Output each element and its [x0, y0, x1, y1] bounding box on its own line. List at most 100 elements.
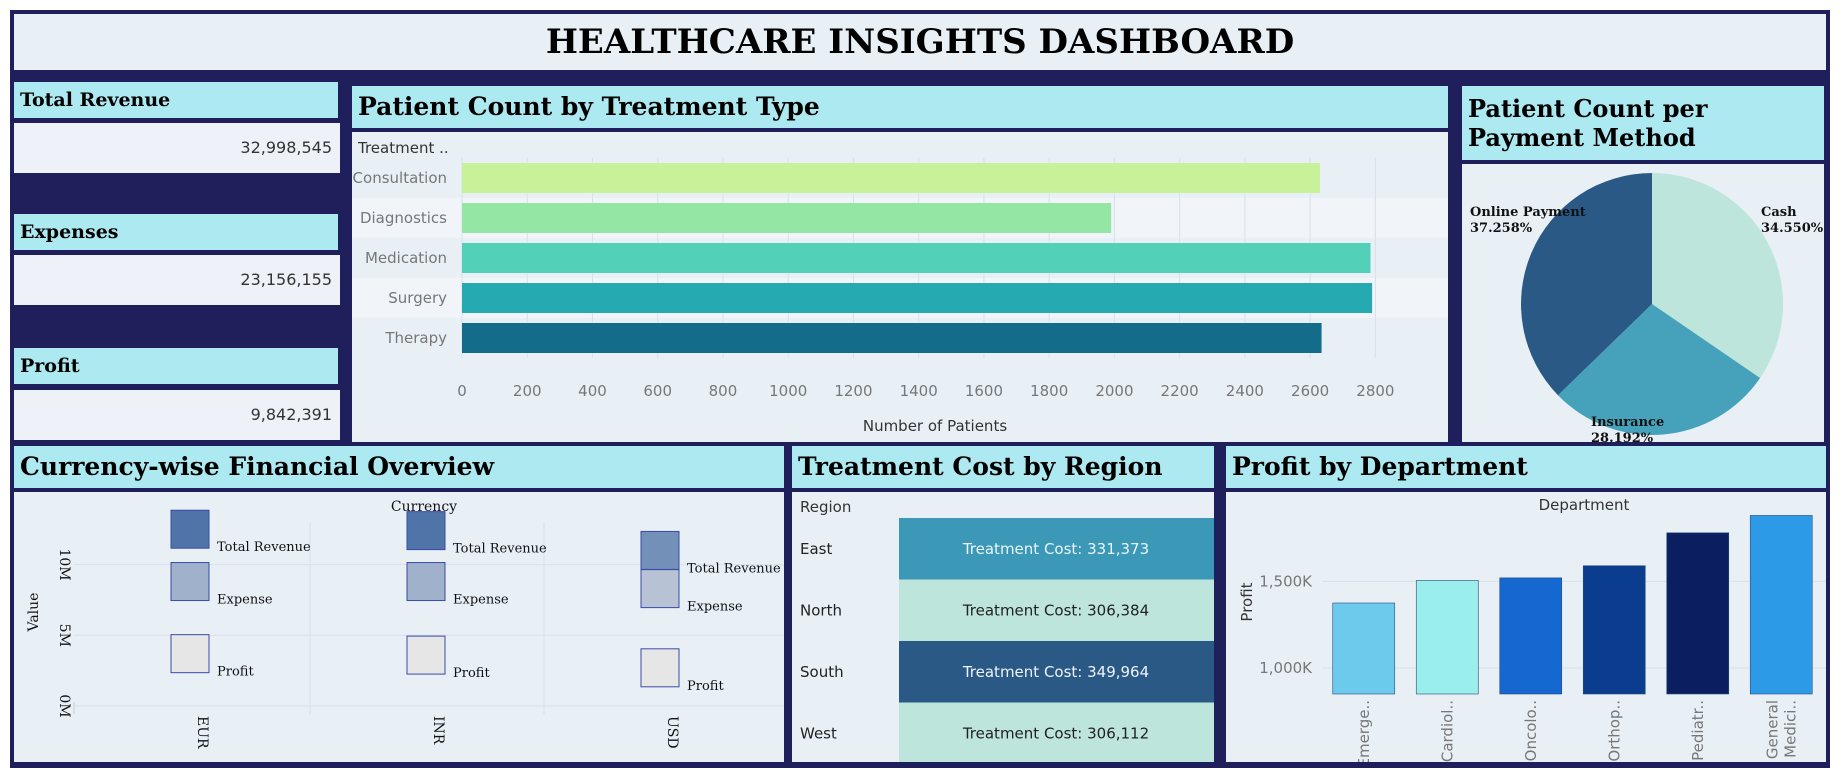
treatment-x-tick-label: 2800 — [1356, 382, 1394, 400]
currency-mark — [640, 648, 680, 688]
currency-mark — [406, 562, 446, 602]
region-row-header: Region — [800, 498, 851, 516]
treatment-x-tick-label: 800 — [709, 382, 738, 400]
payment-slice-label: Online Payment — [1470, 205, 1586, 220]
department-y-tick-label: 1,000K — [1259, 659, 1313, 677]
department-bar — [1415, 580, 1479, 695]
kpi-expenses-value: 23,156,155 — [14, 255, 340, 305]
treatment-row-header: Treatment .. — [357, 139, 449, 157]
currency-mark-label: Expense — [453, 593, 509, 608]
currency-chart-panel: Currency Value 10M 5M 0M EUR Total Revenue Expe… — [14, 492, 784, 762]
department-bar — [1666, 532, 1730, 695]
kpi-expenses-label: Expenses — [14, 214, 338, 250]
region-panel-title: Treatment Cost by Region — [792, 446, 1214, 488]
region-row-label: North — [800, 601, 842, 619]
department-category-label: Pediatr.. — [1689, 700, 1707, 761]
currency-mark — [640, 569, 680, 609]
treatment-x-tick-label: 1800 — [1030, 382, 1068, 400]
dashboard-frame: HEALTHCARE INSIGHTS DASHBOARD Total Reve… — [10, 10, 1830, 768]
currency-panel-title: Currency-wise Financial Overview — [14, 446, 784, 488]
currency-mark-label: Profit — [217, 665, 254, 680]
treatment-category-label: Diagnostics — [360, 209, 447, 227]
treatment-x-tick-label: 1200 — [834, 382, 872, 400]
treatment-bar — [462, 323, 1322, 353]
department-y-axis-label: Profit — [1238, 582, 1256, 621]
currency-category-label: INR — [430, 716, 446, 745]
currency-mark-label: Total Revenue — [453, 542, 547, 557]
payment-slice-percent: 34.550% — [1761, 221, 1824, 236]
payment-pie-slice — [1652, 173, 1783, 378]
region-row-label: East — [800, 540, 832, 558]
currency-category-label: USD — [664, 716, 680, 749]
treatment-category-label: Therapy — [384, 329, 447, 347]
currency-mark — [170, 509, 210, 549]
currency-y-tick-label: 5M — [56, 624, 72, 647]
currency-y-axis-label: Value — [26, 593, 42, 633]
region-row-cell — [899, 702, 1214, 762]
currency-mark — [170, 634, 210, 674]
region-row-cell — [899, 579, 1214, 641]
payment-slice-label: Insurance — [1591, 415, 1664, 430]
treatment-bar — [462, 243, 1371, 273]
treatment-bar — [462, 203, 1112, 233]
dashboard-title: HEALTHCARE INSIGHTS DASHBOARD — [545, 22, 1295, 62]
currency-mark-label: Total Revenue — [687, 561, 781, 576]
department-category-label: Emerge.. — [1355, 700, 1373, 762]
treatment-x-tick-label: 0 — [457, 382, 467, 400]
department-category-label: Medici.. — [1781, 700, 1799, 758]
region-row-label: South — [800, 663, 844, 681]
region-row-value: Treatment Cost: 349,964 — [962, 663, 1149, 681]
payment-slice-label: Cash — [1761, 205, 1797, 220]
treatment-bar — [462, 163, 1320, 193]
treatment-x-tick-label: 1400 — [900, 382, 938, 400]
department-chart-panel: Department Profit 1,000K 1,500K Emerge.. Card… — [1226, 492, 1826, 762]
department-bar — [1332, 602, 1396, 695]
currency-mark-label: Profit — [453, 666, 490, 681]
treatment-bar — [462, 283, 1373, 313]
payment-slice-percent: 28.192% — [1591, 431, 1654, 442]
currency-category-label: EUR — [194, 716, 210, 749]
currency-chart: Currency Value 10M 5M 0M EUR Total Revenue Expe… — [26, 499, 784, 749]
department-bar — [1749, 515, 1813, 695]
treatment-x-tick-label: 2600 — [1291, 382, 1329, 400]
region-table-panel: Region East Treatment Cost: 331,373 North Tr… — [792, 492, 1214, 762]
treatment-x-tick-label: 400 — [578, 382, 607, 400]
kpi-total-revenue-label: Total Revenue — [14, 82, 338, 118]
region-table: Region East Treatment Cost: 331,373 North Tr… — [800, 498, 1214, 762]
department-category-label: General — [1763, 700, 1781, 759]
currency-mark-label: Expense — [687, 600, 743, 615]
region-row-cell — [899, 641, 1214, 703]
department-category-label: Orthop.. — [1605, 700, 1623, 762]
region-row-value: Treatment Cost: 306,384 — [962, 601, 1149, 619]
treatment-category-label: Medication — [365, 249, 447, 267]
treatment-panel-title: Patient Count by Treatment Type — [352, 86, 1448, 128]
payment-panel-title: Patient Count per Payment Method — [1462, 86, 1824, 160]
currency-mark — [640, 530, 680, 570]
payment-slice-percent: 37.258% — [1470, 221, 1533, 236]
currency-mark-label: Profit — [687, 679, 724, 694]
title-bar: HEALTHCARE INSIGHTS DASHBOARD — [14, 14, 1826, 70]
region-row-value: Treatment Cost: 306,112 — [962, 724, 1149, 742]
treatment-x-tick-label: 1600 — [965, 382, 1003, 400]
treatment-x-tick-label: 200 — [513, 382, 542, 400]
treatment-x-tick-label: 2400 — [1226, 382, 1264, 400]
department-y-tick-label: 1,500K — [1259, 572, 1313, 590]
treatment-x-tick-label: 600 — [643, 382, 672, 400]
region-row-cell — [899, 518, 1214, 580]
department-chart: Department Profit 1,000K 1,500K Emerge.. Card… — [1238, 496, 1826, 762]
currency-mark — [406, 635, 446, 675]
kpi-total-revenue-value: 32,998,545 — [14, 123, 340, 173]
treatment-chart: Treatment .. 0 200 400 600 800 1000 1200 1400 160… — [352, 139, 1448, 435]
department-bar — [1499, 577, 1563, 695]
treatment-category-label: Surgery — [388, 289, 447, 307]
region-row-label: West — [800, 724, 837, 742]
currency-y-tick-label: 0M — [56, 694, 72, 717]
payment-pie-slice — [1557, 304, 1761, 435]
department-category-label: Cardiol.. — [1438, 700, 1456, 762]
kpi-profit-value: 9,842,391 — [14, 390, 340, 440]
currency-mark-label: Total Revenue — [217, 540, 311, 555]
kpi-profit-label: Profit — [14, 348, 338, 384]
payment-chart-panel: Cash 34.550% Insurance 28.192% Online Paymen… — [1462, 164, 1824, 442]
department-bar — [1582, 565, 1646, 695]
